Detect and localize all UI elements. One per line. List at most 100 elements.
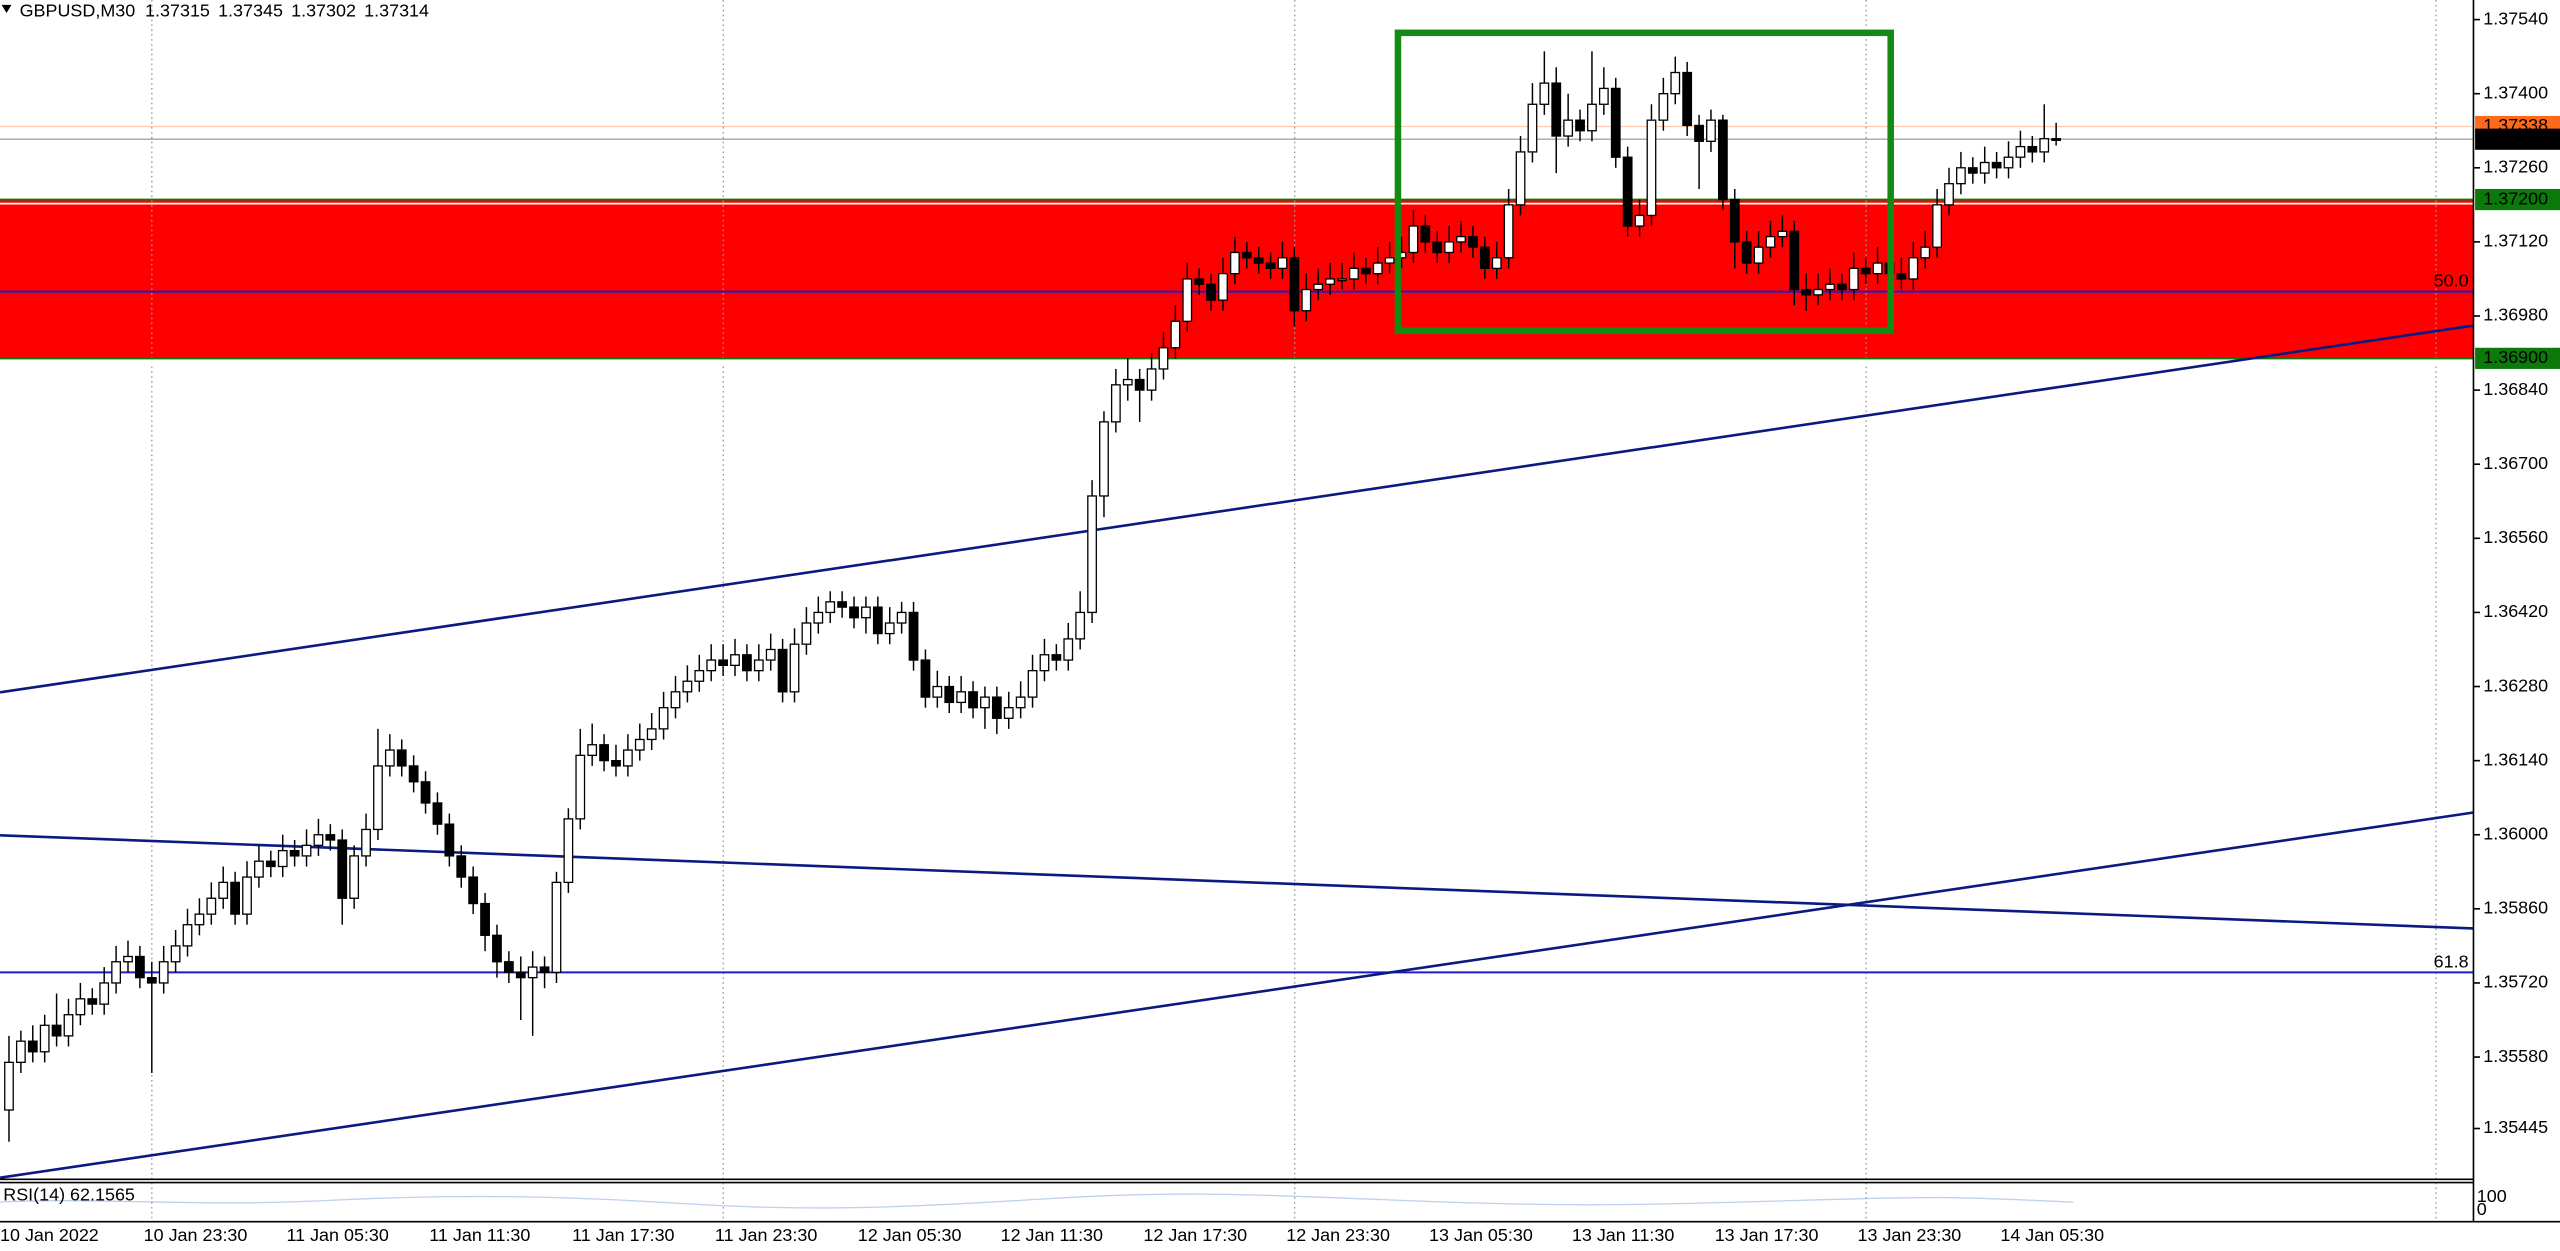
candle-body — [99, 982, 110, 1005]
candle-body — [182, 924, 193, 947]
candle-body — [1789, 230, 1800, 291]
y-tick-label: 1.37400 — [2483, 82, 2548, 102]
y-tick-label: 1.36420 — [2483, 601, 2548, 621]
trendline — [0, 811, 2474, 1180]
candle-body — [1432, 241, 1443, 254]
x-tick-label: 13 Jan 17:30 — [1715, 1225, 1819, 1245]
y-tick-label: 1.37120 — [2483, 231, 2548, 251]
candle-body — [373, 765, 383, 831]
x-tick-label: 11 Jan 11:30 — [429, 1225, 530, 1245]
candle-body — [932, 685, 943, 698]
candle-body — [1063, 638, 1074, 661]
candle-body — [599, 744, 609, 762]
candle-body — [1515, 151, 1526, 206]
candle-body — [158, 961, 169, 984]
candle-body — [1539, 82, 1550, 105]
candle-body — [1587, 103, 1597, 132]
candle-body — [753, 659, 764, 672]
candle-body — [1099, 421, 1109, 497]
candle-body — [349, 855, 360, 899]
price-label-bg — [2475, 347, 2560, 369]
candle-body — [456, 855, 467, 878]
candle-body — [1003, 707, 1014, 719]
y-tick-label: 1.37540 — [2483, 8, 2548, 28]
candle-body — [1170, 320, 1181, 349]
x-tick-label: 12 Jan 23:30 — [1286, 1225, 1390, 1245]
y-tick-label: 1.36560 — [2483, 527, 2548, 547]
candle-body — [1825, 283, 1835, 291]
price-label-bg — [2475, 188, 2560, 211]
candle-body — [872, 606, 883, 635]
candle-body — [1456, 235, 1466, 243]
candle-body — [539, 966, 550, 974]
candle-body — [1289, 257, 1300, 312]
candle-body — [956, 691, 967, 704]
candle-body — [801, 622, 812, 645]
candle-body — [277, 849, 288, 868]
candle-body — [1741, 241, 1752, 264]
x-tick-label: 13 Jan 23:30 — [1858, 1225, 1962, 1245]
candle-body — [1372, 262, 1383, 275]
candle-body — [170, 945, 181, 963]
candle-body — [706, 659, 717, 672]
rsi-line — [0, 1193, 2074, 1209]
candle-body — [1468, 235, 1478, 248]
candle-body — [908, 611, 919, 661]
candle-body — [1122, 378, 1133, 386]
price-label-bg — [2475, 128, 2560, 150]
candle-body — [1337, 278, 1347, 282]
quote-open: 1.37315 — [145, 0, 210, 20]
candle-body — [670, 691, 681, 709]
candle-body — [1801, 288, 1812, 296]
candle-body — [242, 876, 252, 915]
candle-body — [492, 934, 502, 963]
y-tick-label: 1.35720 — [2483, 972, 2548, 992]
candle-body — [51, 1024, 62, 1037]
candle-body — [1527, 103, 1538, 153]
candle-body — [1146, 368, 1157, 391]
candle-body — [1015, 696, 1026, 709]
candle-body — [1301, 288, 1312, 312]
candle-body — [551, 881, 562, 974]
quote-low: 1.37302 — [291, 0, 356, 20]
y-tick-label: 1.36980 — [2483, 305, 2548, 325]
candle-body — [1932, 204, 1943, 248]
candle-body — [920, 659, 931, 698]
candle-body — [468, 876, 479, 905]
candle-body — [1944, 183, 1954, 206]
candle-body — [944, 685, 955, 704]
candle-body — [1753, 246, 1764, 264]
y-tick-label: 1.36840 — [2483, 379, 2548, 399]
candle-body — [1634, 214, 1645, 227]
candle-body — [1872, 262, 1883, 275]
candle-body — [730, 654, 740, 667]
candle-body — [301, 844, 312, 857]
candle-body — [884, 622, 895, 635]
candle-body — [1896, 273, 1907, 280]
candle-body — [1408, 225, 1419, 254]
quote-high: 1.37345 — [218, 0, 283, 20]
candle-body — [135, 955, 145, 979]
candle-body — [1598, 87, 1609, 105]
fib-level-label: 61.8 — [2434, 951, 2469, 971]
candle-body — [1920, 246, 1931, 259]
candle-body — [384, 749, 395, 767]
candle-body — [622, 749, 633, 767]
candle-body — [1253, 257, 1264, 264]
candle-body — [694, 669, 705, 682]
candle-body — [563, 818, 574, 884]
candle-body — [2039, 138, 2050, 153]
candles-layer — [4, 51, 2062, 1142]
candle-body — [361, 828, 371, 857]
trendline — [0, 833, 2474, 930]
rsi-label: RSI(14) 62.1565 — [3, 1184, 135, 1204]
candle-body — [1027, 669, 1038, 698]
candle-body — [206, 897, 217, 915]
y-tick-label: 1.37260 — [2483, 157, 2548, 177]
highlight-rectangle — [1394, 29, 1894, 335]
candle-body — [991, 696, 1002, 719]
symbol: GBPUSD,M30 — [20, 0, 136, 20]
candle-body — [1158, 347, 1169, 370]
candle-body — [1991, 161, 2002, 169]
